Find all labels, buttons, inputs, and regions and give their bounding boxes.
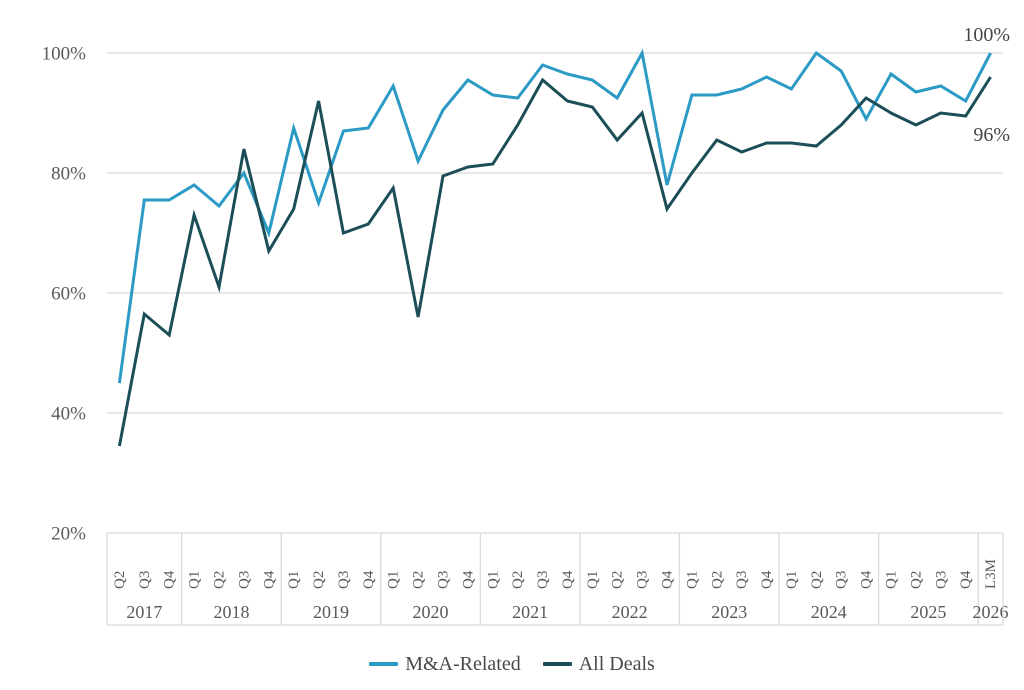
x-tick-label: Q2 — [510, 571, 526, 589]
year-label: 2017 — [126, 602, 162, 622]
x-tick-label: Q3 — [535, 571, 551, 589]
year-label: 2018 — [213, 602, 249, 622]
x-tick-label: Q4 — [261, 570, 277, 589]
x-tick-label: Q2 — [411, 571, 427, 589]
x-tick-label: Q1 — [187, 571, 203, 589]
x-tick-label: Q1 — [585, 571, 601, 589]
x-tick-label: Q3 — [834, 571, 850, 589]
year-label: 2019 — [313, 602, 349, 622]
year-label: 2024 — [811, 602, 847, 622]
y-tick-label: 80% — [51, 164, 86, 185]
x-tick-label: Q4 — [162, 570, 178, 589]
legend-label-all-deals: All Deals — [578, 653, 655, 675]
x-tick-label: Q1 — [684, 571, 700, 589]
end-label-ma-related: 100% — [963, 24, 1010, 46]
x-tick-label: Q3 — [336, 571, 352, 589]
year-label: 2022 — [612, 602, 648, 622]
legend: M&A-Related All Deals — [0, 649, 1024, 679]
x-tick-label: Q2 — [908, 571, 924, 589]
x-tick-label: Q4 — [460, 570, 476, 589]
x-tick-label: Q3 — [236, 571, 252, 589]
y-axis-labels: 20% 40% 60% 80% 100% — [42, 44, 87, 545]
end-label-all-deals: 96% — [973, 124, 1010, 146]
x-tick-label: Q4 — [958, 570, 974, 589]
x-tick-label: L3M — [983, 559, 999, 589]
year-label: 2025 — [910, 602, 946, 622]
x-tick-label: Q1 — [386, 571, 402, 589]
x-tick-label: Q4 — [660, 570, 676, 589]
x-tick-label: Q3 — [734, 571, 750, 589]
year-label: 2020 — [413, 602, 449, 622]
x-tick-label: Q3 — [933, 571, 949, 589]
legend-item-ma-related: M&A-Related — [369, 651, 521, 677]
x-tick-label: Q3 — [635, 571, 651, 589]
y-tick-label: 100% — [42, 44, 87, 65]
x-tick-label: Q2 — [311, 571, 327, 589]
series-line-all-deals — [117, 76, 992, 447]
x-tick-label: Q2 — [709, 571, 725, 589]
y-tick-label: 60% — [51, 284, 86, 305]
x-tick-label: Q2 — [212, 571, 228, 589]
x-tick-label: Q2 — [610, 571, 626, 589]
legend-label-ma-related: M&A-Related — [405, 653, 521, 675]
x-tick-label: Q4 — [759, 570, 775, 589]
legend-item-all-deals: All Deals — [542, 651, 655, 677]
series-lines — [117, 48, 992, 447]
annotations: 100% 96% — [963, 24, 1010, 146]
year-label: 2023 — [711, 602, 747, 622]
x-tick-label: Q4 — [859, 570, 875, 589]
x-tick-label: Q4 — [361, 570, 377, 589]
y-tick-label: 40% — [51, 404, 86, 425]
x-tick-label: Q2 — [809, 571, 825, 589]
x-tick-label: Q3 — [436, 571, 452, 589]
x-tick-label: Q3 — [137, 571, 153, 589]
x-tick-label: Q2 — [112, 571, 128, 589]
x-tick-label: Q1 — [784, 571, 800, 589]
x-tick-label: Q1 — [884, 571, 900, 589]
legend-swatch-all-deals — [542, 662, 572, 666]
legend-swatch-ma-related — [369, 662, 399, 666]
x-tick-label: Q1 — [485, 571, 501, 589]
x-tick-label: Q4 — [560, 570, 576, 589]
year-label: 2026 — [973, 602, 1009, 622]
gridlines — [107, 52, 1003, 534]
year-label: 2021 — [512, 602, 548, 622]
x-tick-label: Q1 — [286, 571, 302, 589]
y-tick-label: 20% — [51, 524, 86, 545]
series-line-ma-related — [117, 48, 992, 384]
